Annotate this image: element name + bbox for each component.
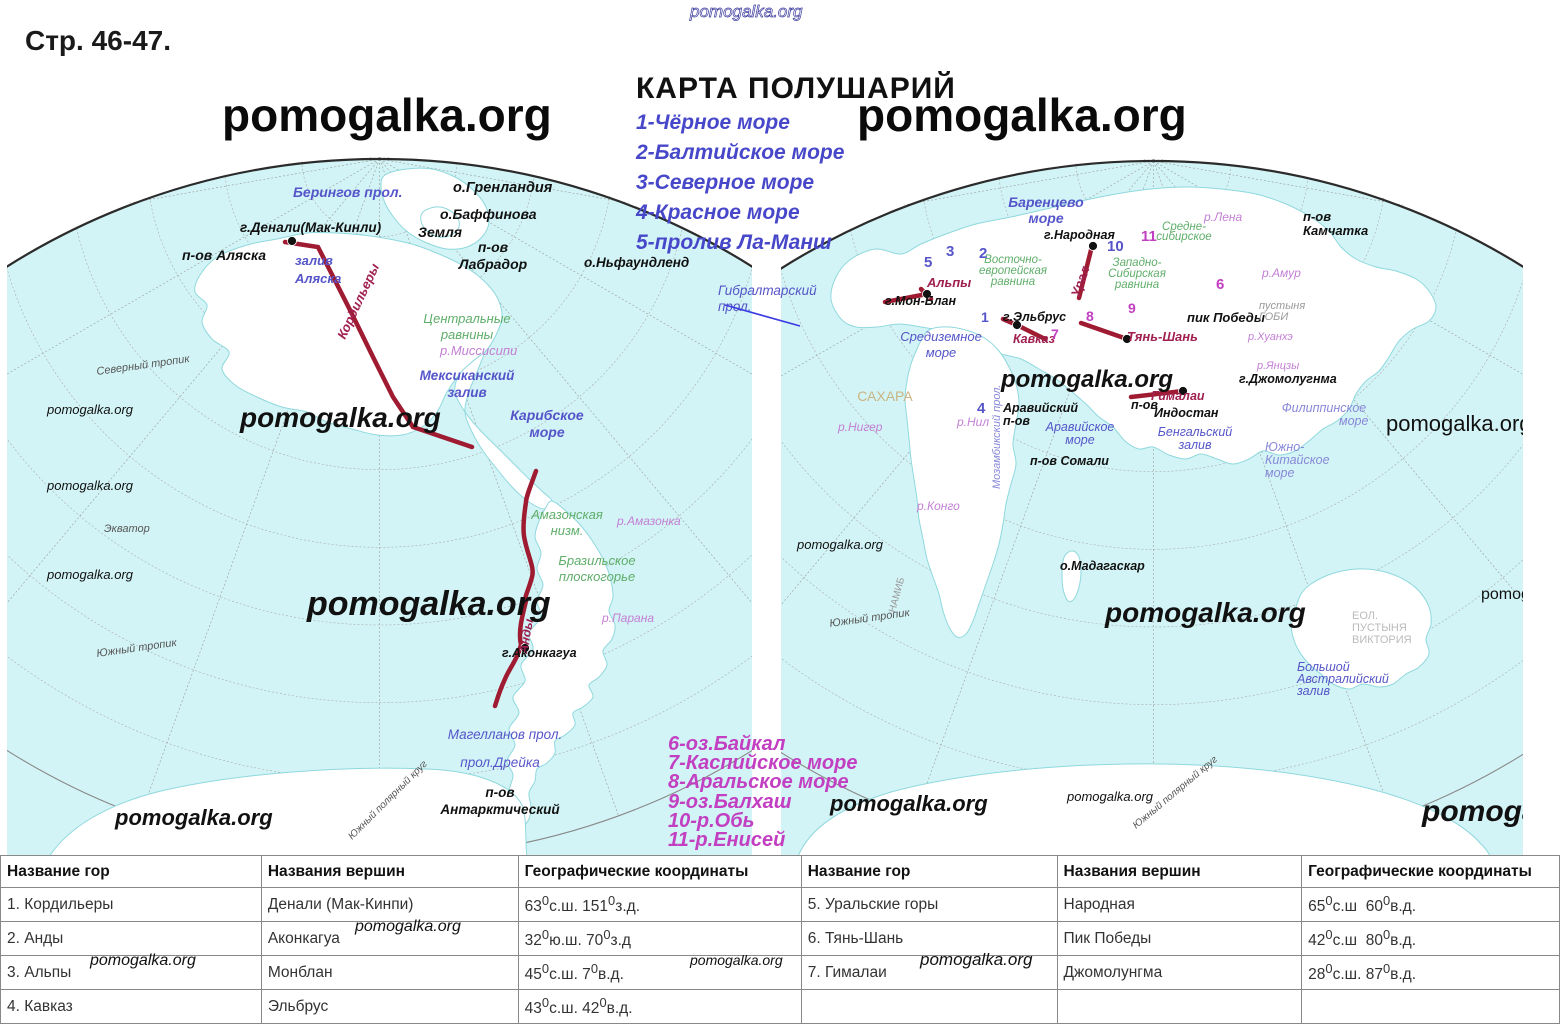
svg-text:море: море [529, 424, 564, 440]
svg-text:Магелланов прол.: Магелланов прол. [448, 727, 562, 742]
svg-text:залив: залив [1177, 438, 1211, 452]
svg-text:р.Нил: р.Нил [956, 415, 989, 429]
svg-text:равнины: равнины [440, 327, 494, 342]
svg-text:море: море [1265, 466, 1294, 480]
svg-text:Китайское: Китайское [1265, 453, 1330, 467]
svg-text:п-ов: п-ов [1003, 414, 1030, 428]
svg-text:море: море [1339, 414, 1368, 428]
svg-text:3: 3 [946, 243, 954, 260]
svg-text:п-ов: п-ов [485, 785, 514, 800]
svg-text:10: 10 [1107, 238, 1124, 255]
svg-text:равнина: равнина [1114, 279, 1159, 291]
svg-text:pomogalka.org: pomogalka.org [306, 585, 551, 623]
svg-text:САХАРА: САХАРА [857, 388, 913, 404]
svg-text:Альпы: Альпы [926, 275, 971, 290]
svg-text:Баренцево: Баренцево [1008, 194, 1084, 210]
svg-text:море: море [926, 345, 957, 360]
svg-text:Антарктический: Антарктический [439, 802, 560, 817]
svg-text:залив: залив [1296, 684, 1330, 698]
svg-text:pomogalka.org: pomogalka.org [1000, 366, 1173, 393]
svg-text:pomogalka.org: pomogalka.org [1481, 586, 1523, 603]
svg-text:р.Конго: р.Конго [916, 499, 960, 513]
svg-text:Центральные: Центральные [423, 311, 510, 326]
svg-text:pomogalka.org: pomogalka.org [46, 478, 134, 493]
svg-text:р.Амазонка: р.Амазонка [616, 514, 681, 528]
svg-text:о.Гренландия: о.Гренландия [453, 180, 553, 196]
svg-text:п-ов: п-ов [1303, 209, 1331, 224]
svg-text:Индостан: Индостан [1154, 406, 1219, 420]
svg-text:море: море [1065, 433, 1094, 447]
svg-text:г.Денали(Мак-Кинли): г.Денали(Мак-Кинли) [240, 220, 382, 235]
svg-text:Амазонская: Амазонская [530, 507, 603, 522]
svg-text:о.Баффинова: о.Баффинова [440, 206, 537, 222]
svg-text:р.Миссисипи: р.Миссисипи [439, 343, 517, 358]
svg-text:р.Нигер: р.Нигер [837, 420, 883, 434]
svg-text:ГОБИ: ГОБИ [1259, 311, 1288, 323]
svg-text:Земля: Земля [418, 224, 462, 240]
svg-text:п-ов: п-ов [478, 239, 509, 255]
svg-text:Бразильское: Бразильское [558, 553, 635, 568]
svg-text:о.Мадагаскар: о.Мадагаскар [1060, 559, 1145, 573]
svg-text:равнина: равнина [990, 276, 1035, 288]
svg-text:плоскогорье: плоскогорье [559, 569, 635, 584]
svg-text:г.Мон-Блан: г.Мон-Блан [885, 294, 956, 308]
svg-text:р.Амур: р.Амур [1261, 266, 1301, 280]
svg-text:р.Парана: р.Парана [601, 611, 654, 625]
svg-text:пик Победы: пик Победы [1187, 310, 1265, 325]
svg-text:р.Янцзы: р.Янцзы [1256, 360, 1299, 372]
svg-text:Средиземное: Средиземное [900, 329, 982, 344]
svg-text:5: 5 [924, 254, 932, 271]
svg-text:Лабрадор: Лабрадор [458, 256, 528, 272]
svg-text:Мексиканский: Мексиканский [420, 368, 516, 383]
svg-text:п-ов Аляска: п-ов Аляска [182, 247, 266, 263]
svg-text:Мозамбикский прол.: Мозамбикский прол. [991, 385, 1003, 489]
svg-text:7: 7 [1051, 326, 1059, 342]
svg-text:ВИКТОРИЯ: ВИКТОРИЯ [1352, 634, 1412, 646]
svg-text:6: 6 [1216, 276, 1224, 293]
svg-text:море: море [1028, 210, 1063, 226]
svg-text:pomogalka.org: pomogalka.org [114, 805, 273, 830]
svg-text:Филиппинское: Филиппинское [1282, 401, 1367, 415]
svg-text:Камчатка: Камчатка [1303, 223, 1368, 238]
svg-text:pomogalka.org: pomogalka.org [796, 537, 884, 552]
svg-text:г.Народная: г.Народная [1044, 228, 1115, 242]
svg-text:г.Джомолугнма: г.Джомолугнма [1239, 372, 1337, 386]
svg-text:р.Хуанхэ: р.Хуанхэ [1247, 331, 1293, 343]
svg-text:Южно-: Южно- [1265, 440, 1304, 454]
svg-text:г.Эльбрус: г.Эльбрус [1003, 310, 1066, 324]
svg-text:pomogalka.org: pomogalka.org [1421, 795, 1523, 828]
svg-text:Берингов прол.: Берингов прол. [293, 184, 403, 200]
svg-text:pomogalka.org: pomogalka.org [1066, 789, 1154, 804]
svg-text:pomogalka.org: pomogalka.org [239, 402, 441, 433]
svg-text:pomogalka.org: pomogalka.org [1104, 597, 1306, 628]
svg-text:залив: залив [295, 253, 333, 268]
svg-text:Кавказ: Кавказ [1013, 332, 1056, 346]
svg-text:pomogalka.org: pomogalka.org [46, 567, 134, 582]
svg-text:Аляска: Аляска [294, 271, 341, 286]
svg-text:р.Лена: р.Лена [1203, 210, 1243, 224]
svg-text:Аравийский: Аравийский [1002, 401, 1078, 415]
svg-text:Экватор: Экватор [104, 523, 150, 535]
svg-text:прол.Дрейка: прол.Дрейка [460, 755, 540, 770]
svg-text:Бенгальский: Бенгальский [1158, 425, 1233, 439]
svg-text:11: 11 [1141, 228, 1157, 245]
svg-text:Карибское: Карибское [510, 407, 584, 423]
svg-text:pomogalka.org: pomogalka.org [46, 402, 134, 417]
svg-text:Аравийское: Аравийское [1045, 420, 1115, 434]
svg-text:8: 8 [1086, 308, 1094, 324]
svg-text:1: 1 [981, 309, 989, 325]
svg-text:низм.: низм. [551, 523, 584, 538]
svg-text:п-ов Сомали: п-ов Сомали [1030, 454, 1109, 468]
svg-text:залив: залив [447, 385, 486, 400]
svg-text:г.Аконкагуа: г.Аконкагуа [502, 646, 577, 660]
svg-text:ЕОЛ.: ЕОЛ. [1352, 610, 1378, 622]
svg-text:Тянь-Шань: Тянь-Шань [1127, 329, 1198, 344]
svg-text:сибирское: сибирское [1156, 231, 1211, 243]
svg-text:2: 2 [979, 245, 987, 262]
svg-text:ПУСТЫНЯ: ПУСТЫНЯ [1352, 622, 1407, 634]
svg-text:pomogalka.org: pomogalka.org [1386, 411, 1523, 436]
svg-text:9: 9 [1128, 300, 1136, 316]
